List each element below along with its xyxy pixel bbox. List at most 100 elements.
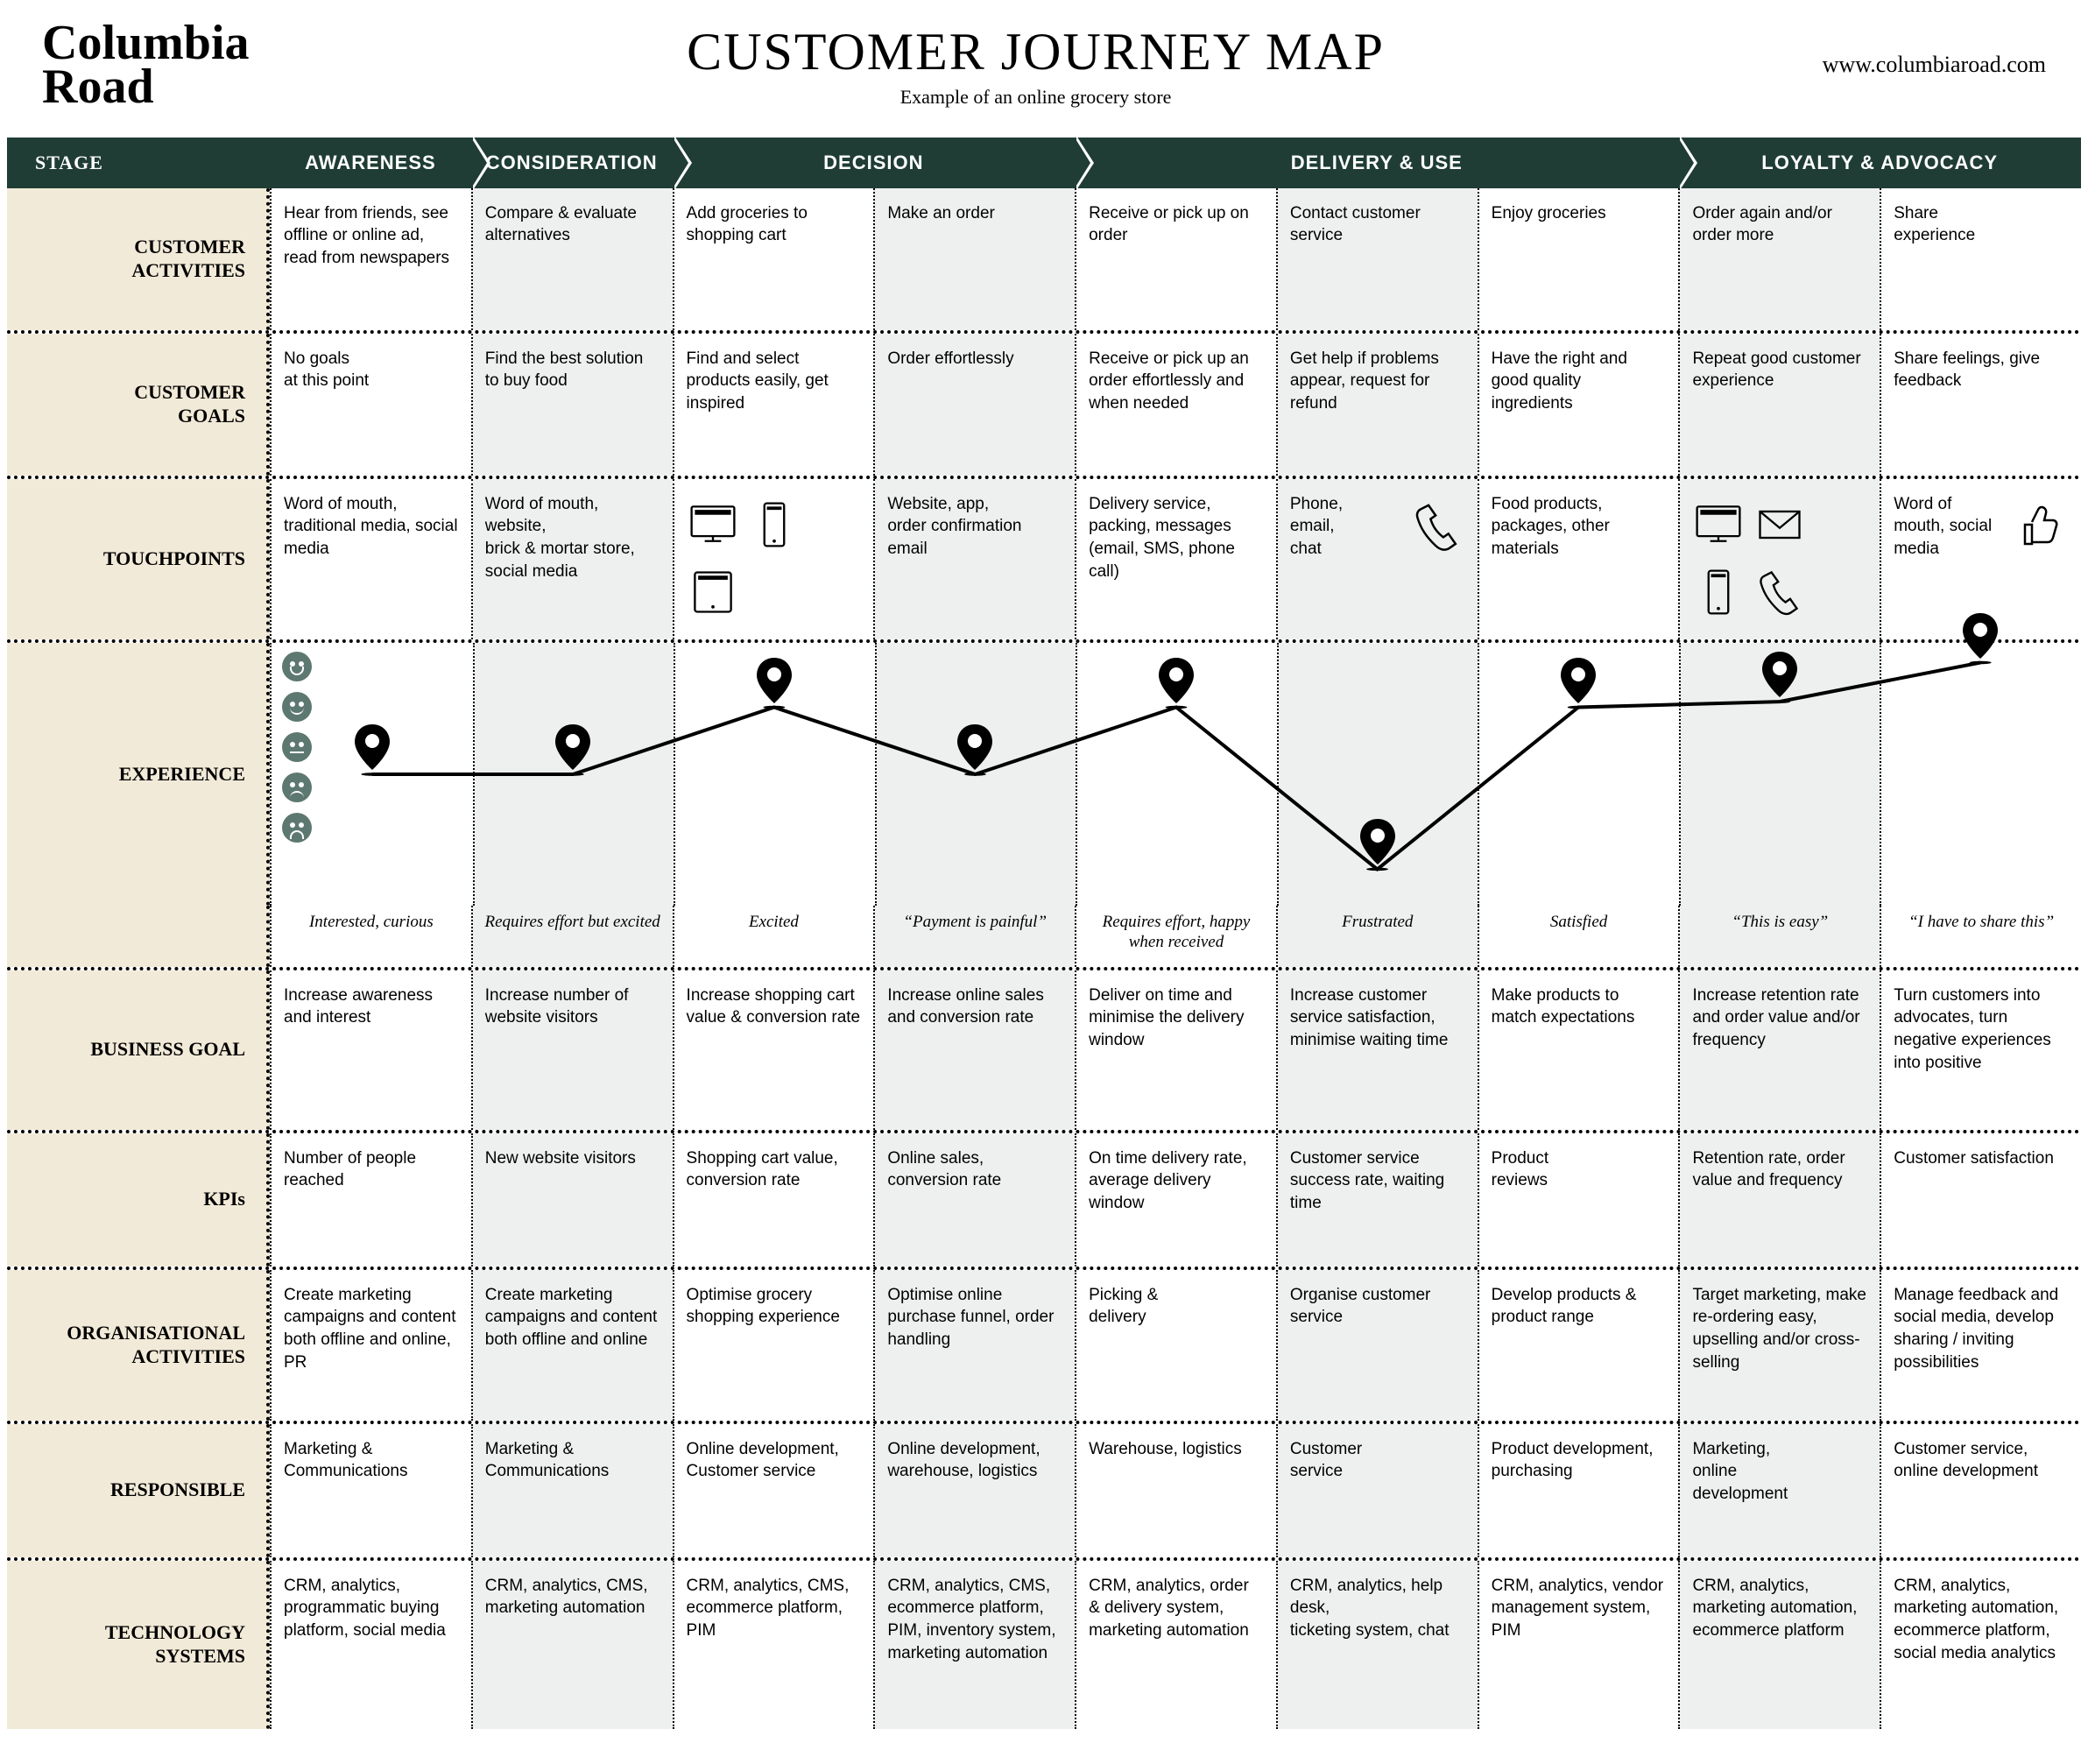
touchpoint-text: Website, app, order confirmation email (887, 493, 1062, 561)
kpis-cell: Product reviews (1478, 1133, 1679, 1267)
org-cell: Develop products & product range (1478, 1270, 1679, 1421)
org-cell: Optimise grocery shopping experience (673, 1270, 874, 1421)
kpis-cell: Customer service success rate, waiting t… (1276, 1133, 1478, 1267)
experience-marker (1762, 652, 1797, 702)
row-label-touchpoints: TOUCHPOINTS (7, 479, 270, 639)
mail-icon (1753, 498, 1806, 558)
experience-caption: Excited (673, 906, 874, 967)
org-cell: Organise customer service (1276, 1270, 1478, 1421)
touchpoint-text: Delivery service, packing, messages (ema… (1089, 493, 1264, 583)
tech-cell: CRM, analytics, CMS, ecommerce platform,… (673, 1561, 874, 1729)
business-cell: Make products to match expectations (1478, 970, 1679, 1130)
experience-chart (270, 643, 2081, 906)
business-cell: Increase online sales and conversion rat… (873, 970, 1075, 1130)
responsible-cell: Marketing, online development (1678, 1424, 1880, 1557)
experience-caption: Interested, curious (270, 906, 471, 967)
activities-cell: Contact customer service (1276, 188, 1478, 330)
business-cell: Increase customer service satisfaction, … (1276, 970, 1478, 1130)
stage-header: AWARENESS (270, 138, 471, 188)
experience-marker (1561, 658, 1596, 708)
touchpoint-text: Food products, packages, other materials (1492, 493, 1667, 561)
responsible-cell: Product development, purchasing (1478, 1424, 1679, 1557)
title-block: CUSTOMER JOURNEY MAP Example of an onlin… (250, 22, 1823, 109)
tech-cell: CRM, analytics, CMS, marketing automatio… (471, 1561, 673, 1729)
business-cell: Increase awareness and interest (270, 970, 471, 1130)
kpis-cell: Shopping cart value, conversion rate (673, 1133, 874, 1267)
experience-marker (1159, 658, 1194, 708)
responsible-cell: Online development, Customer service (673, 1424, 874, 1557)
row-label-activities: CUSTOMER ACTIVITIES (7, 188, 270, 330)
touchpoint-cell: Word of mouth, website, brick & mortar s… (471, 479, 673, 639)
org-cell: Create marketing campaigns and content b… (270, 1270, 471, 1421)
activities-cell: Compare & evaluate alternatives (471, 188, 673, 330)
thumbs-icon (2013, 498, 2069, 561)
goals-cell: Repeat good customer experience (1678, 334, 1880, 476)
page-title: CUSTOMER JOURNEY MAP (250, 22, 1823, 82)
page-subtitle: Example of an online grocery store (250, 86, 1823, 109)
touchpoint-text: Word of mouth, website, brick & mortar s… (485, 493, 660, 583)
site-url: www.columbiaroad.com (1823, 52, 2046, 78)
goals-cell: Get help if problems appear, request for… (1276, 334, 1478, 476)
experience-caption-spacer (7, 906, 270, 967)
goals-cell: Find the best solution to buy food (471, 334, 673, 476)
row-label-tech: TECHNOLOGY SYSTEMS (7, 1561, 270, 1729)
touchpoint-cell (673, 479, 874, 639)
activities-cell: Share experience (1880, 188, 2081, 330)
tech-cell: CRM, analytics, help desk, ticketing sys… (1276, 1561, 1478, 1729)
mobile-icon (1692, 566, 1745, 625)
business-cell: Deliver on time and minimise the deliver… (1075, 970, 1276, 1130)
responsible-cell: Warehouse, logistics (1075, 1424, 1276, 1557)
phone-icon (1753, 566, 1806, 625)
experience-caption: Satisfied (1478, 906, 1679, 967)
experience-caption: Requires effort, happy when received (1075, 906, 1276, 967)
goals-cell: Share feelings, give feedback (1880, 334, 2081, 476)
experience-caption: “Payment is painful” (873, 906, 1075, 967)
tech-cell: CRM, analytics, programmatic buying plat… (270, 1561, 471, 1729)
journey-map: Columbia Road CUSTOMER JOURNEY MAP Examp… (0, 0, 2088, 1764)
tech-cell: CRM, analytics, order & delivery system,… (1075, 1561, 1276, 1729)
experience-marker (1360, 819, 1395, 869)
row-label-business: BUSINESS GOAL (7, 970, 270, 1130)
tech-cell: CRM, analytics, marketing automation, ec… (1880, 1561, 2081, 1729)
responsible-cell: Customer service (1276, 1424, 1478, 1557)
tech-cell: CRM, analytics, marketing automation, ec… (1678, 1561, 1880, 1729)
goals-cell: Have the right and good quality ingredie… (1478, 334, 1679, 476)
activities-cell: Hear from friends, see offline or online… (270, 188, 471, 330)
desktop-icon (687, 498, 739, 558)
touchpoint-text: Word of mouth, social media (1894, 493, 2002, 561)
kpis-cell: Number of people reached (270, 1133, 471, 1267)
kpis-cell: Retention rate, order value and frequenc… (1678, 1133, 1880, 1267)
row-label-goals: CUSTOMER GOALS (7, 334, 270, 476)
touchpoint-cell: Delivery service, packing, messages (ema… (1075, 479, 1276, 639)
experience-marker (555, 724, 590, 774)
stage-header: DECISION (673, 138, 1076, 188)
activities-cell: Enjoy groceries (1478, 188, 1679, 330)
tech-cell: CRM, analytics, vendor management system… (1478, 1561, 1679, 1729)
activities-cell: Make an order (873, 188, 1075, 330)
row-label-responsible: RESPONSIBLE (7, 1424, 270, 1557)
journey-grid: STAGEAWARENESSCONSIDERATIONDECISIONDELIV… (7, 138, 2081, 1729)
stage-header-left: STAGE (7, 138, 270, 188)
touchpoint-cell: Website, app, order confirmation email (873, 479, 1075, 639)
header: Columbia Road CUSTOMER JOURNEY MAP Examp… (0, 0, 2088, 116)
row-label-kpis: KPIs (7, 1133, 270, 1267)
touchpoint-cell (1678, 479, 1880, 639)
experience-marker (355, 724, 390, 774)
experience-caption: “This is easy” (1678, 906, 1880, 967)
kpis-cell: Customer satisfaction (1880, 1133, 2081, 1267)
kpis-cell: On time delivery rate, average delivery … (1075, 1133, 1276, 1267)
phone-icon (1409, 498, 1465, 561)
mobile-icon (748, 498, 801, 558)
stage-header: CONSIDERATION (471, 138, 673, 188)
experience-caption: Requires effort but excited (471, 906, 673, 967)
stage-header: DELIVERY & USE (1075, 138, 1678, 188)
activities-cell: Add groceries to shopping cart (673, 188, 874, 330)
business-cell: Increase retention rate and order value … (1678, 970, 1880, 1130)
touchpoint-cell: Food products, packages, other materials (1478, 479, 1679, 639)
row-label-experience: EXPERIENCE (7, 643, 270, 906)
activities-cell: Receive or pick up on order (1075, 188, 1276, 330)
experience-marker (957, 724, 992, 774)
touchpoint-cell: Word of mouth, traditional media, social… (270, 479, 471, 639)
experience-caption: “I have to share this” (1880, 906, 2081, 967)
org-cell: Target marketing, make re-ordering easy,… (1678, 1270, 1880, 1421)
